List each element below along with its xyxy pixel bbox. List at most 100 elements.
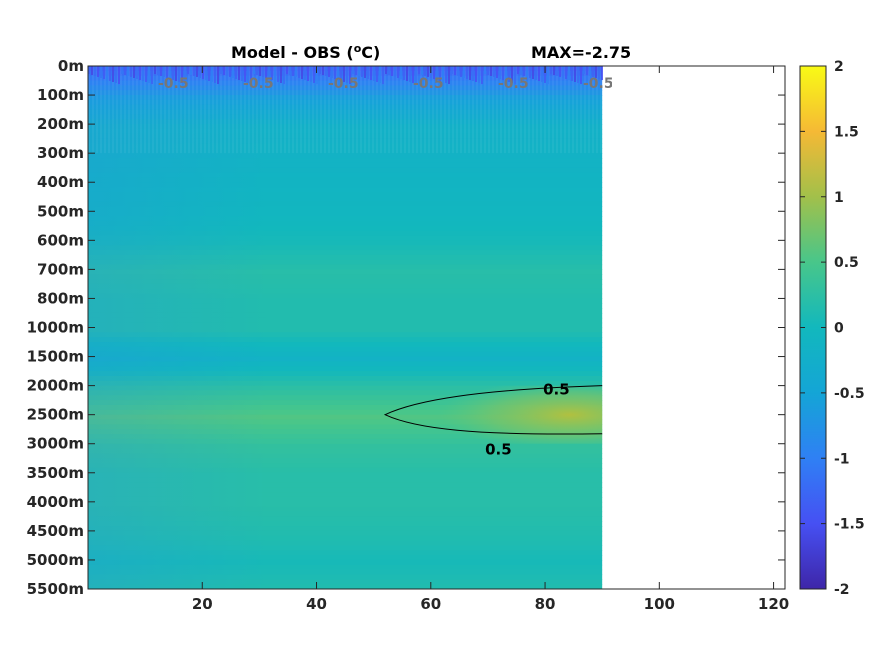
y-axis-ticks: 0m 100m 200m 300m 400m 500m 600m 700m 800m 1000m 1… — [27, 57, 785, 598]
y-tick-label: 800m — [37, 289, 84, 307]
colorbar-tick-label: -1.5 — [834, 517, 865, 533]
surface-noise — [169, 66, 171, 79]
surface-noise — [583, 66, 585, 74]
x-tick-label: 80 — [535, 595, 556, 613]
surface-noise — [535, 66, 537, 80]
surface-noise — [292, 66, 294, 76]
contour-label-lower: 0.5 — [485, 441, 512, 459]
surface-noise — [190, 66, 192, 75]
surface-noise — [271, 66, 273, 80]
surface-noise — [367, 66, 369, 79]
surface-noise — [214, 66, 216, 83]
surface-contour-label: -0.5 — [583, 76, 614, 92]
surface-noise — [511, 66, 513, 83]
surface-noise — [523, 66, 525, 76]
surface-noise — [589, 66, 591, 76]
colorbar-tick-label: -2 — [834, 582, 850, 598]
surface-noise — [580, 66, 582, 84]
surface-contour-label: -0.5 — [498, 76, 529, 92]
surface-noise — [520, 66, 522, 75]
surface-noise — [394, 66, 396, 77]
chart-title: Model - OBS (oC) — [231, 42, 380, 62]
surface-noise — [205, 66, 207, 80]
surface-noise — [268, 66, 270, 79]
surface-noise — [103, 66, 105, 79]
surface-noise — [343, 66, 345, 82]
x-tick-label: 100 — [644, 595, 675, 613]
surface-noise — [235, 66, 237, 79]
surface-noise — [130, 66, 132, 77]
surface-noise — [496, 66, 498, 78]
surface-noise — [361, 66, 363, 77]
heatmap-shading — [88, 66, 603, 589]
surface-noise — [562, 66, 564, 78]
y-tick-label: 4500m — [27, 522, 84, 540]
surface-noise — [508, 66, 510, 82]
surface-noise — [253, 66, 255, 74]
surface-noise — [424, 66, 426, 76]
surface-noise — [391, 66, 393, 76]
surface-noise — [274, 66, 276, 81]
y-tick-label: 1000m — [27, 319, 84, 337]
surface-noise — [373, 66, 375, 81]
colorbar-tick-label: -0.5 — [834, 386, 865, 402]
surface-noise — [196, 66, 198, 77]
surface-noise — [385, 66, 387, 74]
surface-noise — [139, 66, 141, 80]
y-tick-label: 200m — [37, 115, 84, 133]
surface-noise — [124, 66, 126, 75]
surface-noise — [487, 66, 489, 75]
surface-noise — [229, 66, 231, 77]
surface-noise — [526, 66, 528, 77]
surface-noise — [280, 66, 282, 83]
surface-noise — [145, 66, 147, 82]
surface-noise — [163, 66, 165, 77]
surface-noise — [202, 66, 204, 79]
surface-noise — [469, 66, 471, 80]
y-tick-label: 400m — [37, 173, 84, 191]
surface-noise — [193, 66, 195, 76]
surface-noise — [301, 66, 303, 79]
surface-noise — [109, 66, 111, 81]
surface-noise — [247, 66, 249, 83]
surface-noise — [574, 66, 576, 82]
surface-noise — [358, 66, 360, 76]
surface-noise — [502, 66, 504, 80]
surface-noise — [418, 66, 420, 74]
surface-contour-label: -0.5 — [158, 76, 189, 92]
surface-noise — [460, 66, 462, 77]
surface-noise — [157, 66, 159, 75]
surface-noise — [598, 66, 600, 79]
surface-noise — [319, 66, 321, 74]
surface-noise — [601, 66, 603, 80]
surface-noise — [112, 66, 114, 82]
surface-noise — [115, 66, 117, 83]
heatmap-field: -0.5 -0.5 -0.5 -0.5 -0.5 -0.5 — [88, 66, 614, 589]
surface-noise — [199, 66, 201, 78]
surface-noise — [232, 66, 234, 78]
surface-noise — [277, 66, 279, 82]
surface-noise — [412, 66, 414, 83]
surface-noise — [379, 66, 381, 83]
surface-noise — [541, 66, 543, 82]
surface-noise — [238, 66, 240, 80]
surface-noise — [376, 66, 378, 82]
surface-noise — [175, 66, 177, 81]
surface-noise — [544, 66, 546, 83]
surface-noise — [151, 66, 153, 84]
surface-noise — [505, 66, 507, 81]
surface-noise — [127, 66, 129, 76]
surface-noise — [478, 66, 480, 83]
surface-noise — [355, 66, 357, 75]
colorbar-tick-label: 0 — [834, 321, 844, 337]
surface-noise — [451, 66, 453, 74]
x-tick-label: 20 — [192, 595, 213, 613]
surface-noise — [310, 66, 312, 82]
surface-noise — [466, 66, 468, 79]
surface-noise — [346, 66, 348, 83]
surface-noise — [388, 66, 390, 75]
surface-noise — [397, 66, 399, 78]
surface-noise — [337, 66, 339, 80]
surface-noise — [595, 66, 597, 78]
